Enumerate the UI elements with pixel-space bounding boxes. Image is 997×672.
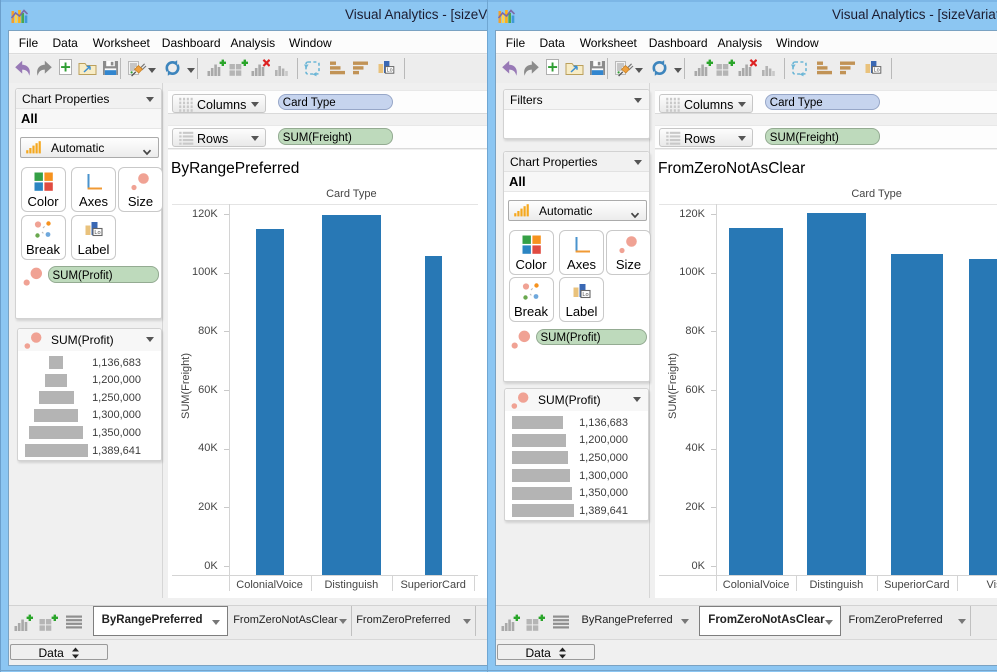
svg-text:Lo: Lo: [387, 68, 393, 74]
svg-text:Lo: Lo: [582, 292, 588, 298]
svg-text:Lo: Lo: [874, 68, 880, 74]
svg-text:Lo: Lo: [94, 229, 100, 235]
